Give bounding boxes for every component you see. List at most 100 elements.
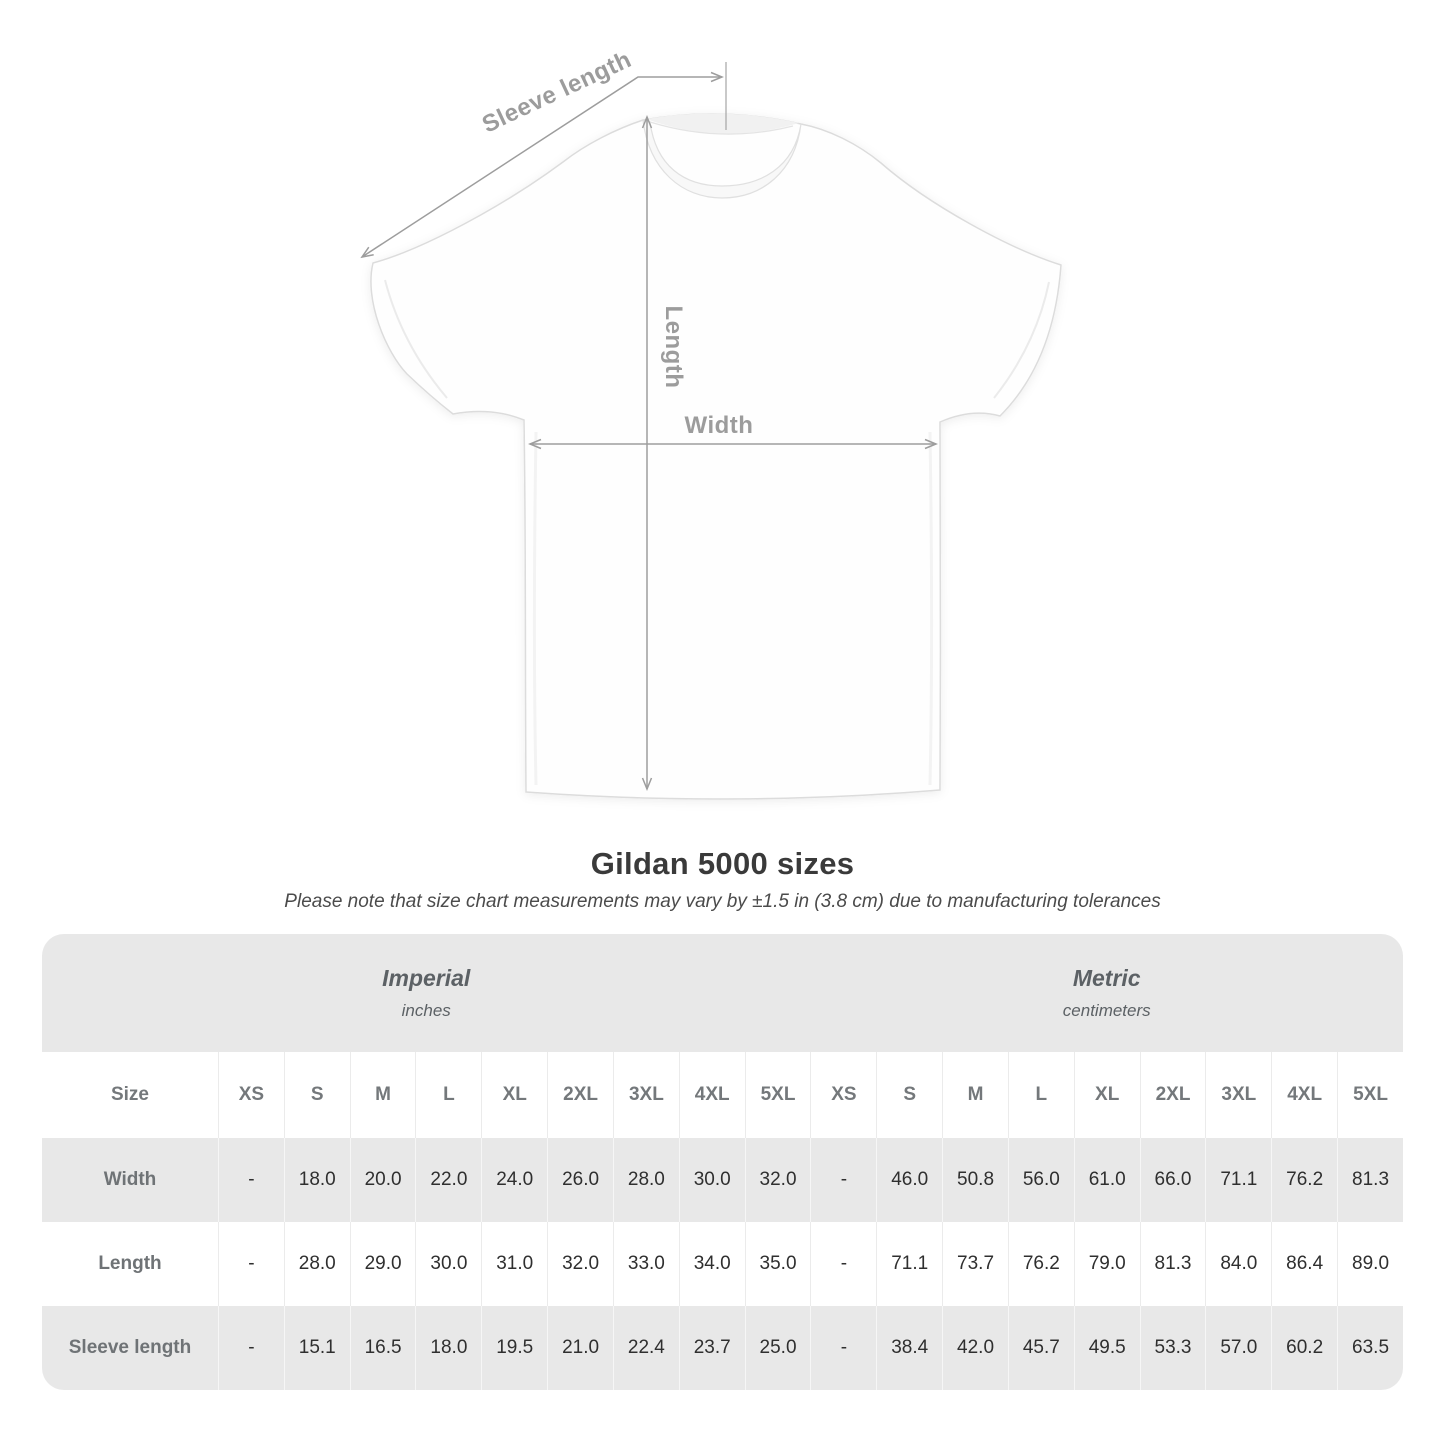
- table-cell: 84.0: [1205, 1222, 1272, 1306]
- size-header-row: Size XS S M L XL 2XL 3XL 4XL 5XL XS S M …: [42, 1052, 1403, 1138]
- column-header: S: [876, 1052, 943, 1138]
- sleeve-length-label: Sleeve length: [478, 46, 636, 139]
- sleeve-length-arrow: [361, 76, 722, 258]
- tshirt-body: [370, 113, 1062, 800]
- table-cell: 22.4: [612, 1306, 679, 1390]
- table-cell: -: [810, 1222, 877, 1306]
- row-label: Length: [42, 1222, 218, 1306]
- table-cell: 28.0: [612, 1138, 679, 1222]
- table-cell: 45.7: [1007, 1306, 1074, 1390]
- size-chart-table: Imperial inches Metric centimeters Size …: [42, 934, 1403, 1390]
- column-header: XS: [218, 1052, 284, 1138]
- row-label: Width: [42, 1138, 218, 1222]
- table-cell: 32.0: [547, 1222, 613, 1306]
- metric-group-header: Metric centimeters: [810, 934, 1403, 1052]
- tolerance-note: Please note that size chart measurements…: [284, 891, 1161, 912]
- left-sleeve-seam: [384, 279, 448, 399]
- table-cell: -: [218, 1306, 284, 1390]
- table-cell: -: [810, 1138, 877, 1222]
- table-cell: 15.1: [283, 1306, 350, 1390]
- table-cell: 21.0: [547, 1306, 613, 1390]
- table-cell: 50.8: [942, 1138, 1008, 1222]
- column-header: 2XL: [547, 1052, 613, 1138]
- imperial-label: Imperial: [382, 965, 471, 991]
- tshirt-graphic: [370, 113, 1062, 800]
- column-header: 4XL: [1271, 1052, 1338, 1138]
- collar-back: [646, 113, 799, 134]
- collar-back-seam: [649, 121, 794, 135]
- table-cell: 53.3: [1139, 1306, 1206, 1390]
- table-cell: 16.5: [349, 1306, 416, 1390]
- tshirt-diagram-svg: Sleeve length Length Width: [360, 46, 1062, 800]
- arrowhead-icon: [641, 777, 653, 791]
- table-cell: 24.0: [481, 1138, 548, 1222]
- table-cell: 28.0: [283, 1222, 350, 1306]
- table-cell: 25.0: [744, 1306, 811, 1390]
- table-row-width: Width - 18.0 20.0 22.0 24.0 26.0 28.0 30…: [42, 1138, 1403, 1222]
- width-label: Width: [685, 412, 754, 439]
- table-cell: 86.4: [1271, 1222, 1338, 1306]
- table-cell: 76.2: [1271, 1138, 1338, 1222]
- table-cell: 30.0: [415, 1222, 482, 1306]
- table-cell: 61.0: [1073, 1138, 1140, 1222]
- column-header: 4XL: [678, 1052, 745, 1138]
- table-cell: 38.4: [876, 1306, 943, 1390]
- unit-group-header-row: Imperial inches Metric centimeters: [42, 934, 1403, 1052]
- arrowhead-icon: [924, 438, 938, 450]
- table-cell: 33.0: [612, 1222, 679, 1306]
- table-cell: 30.0: [678, 1138, 745, 1222]
- table-cell: 89.0: [1337, 1222, 1403, 1306]
- arrowhead-icon: [710, 71, 724, 83]
- arrowhead-icon: [528, 438, 542, 450]
- column-header: 5XL: [1337, 1052, 1403, 1138]
- column-header: XL: [1073, 1052, 1140, 1138]
- table-row-sleeve-length: Sleeve length - 15.1 16.5 18.0 19.5 21.0…: [42, 1306, 1403, 1390]
- metric-label: Metric: [1072, 965, 1141, 991]
- page-title: Gildan 5000 sizes: [590, 846, 855, 881]
- table-cell: -: [810, 1306, 877, 1390]
- table-cell: -: [218, 1222, 284, 1306]
- table-cell: 56.0: [1007, 1138, 1074, 1222]
- table-cell: 49.5: [1073, 1306, 1140, 1390]
- table-cell: 63.5: [1337, 1306, 1403, 1390]
- table-cell: 60.2: [1271, 1306, 1338, 1390]
- column-header: M: [942, 1052, 1008, 1138]
- column-header: XS: [810, 1052, 877, 1138]
- column-header: 3XL: [1205, 1052, 1272, 1138]
- right-fold: [928, 431, 933, 786]
- table-cell: 18.0: [415, 1306, 482, 1390]
- table-cell: 19.5: [481, 1306, 548, 1390]
- column-header: M: [349, 1052, 416, 1138]
- imperial-unit: inches: [401, 1001, 451, 1020]
- table-cell: 71.1: [1205, 1138, 1272, 1222]
- table-cell: 46.0: [876, 1138, 943, 1222]
- column-header: 2XL: [1139, 1052, 1206, 1138]
- table-cell: 31.0: [481, 1222, 548, 1306]
- table-cell: 20.0: [349, 1138, 416, 1222]
- table-cell: 57.0: [1205, 1306, 1272, 1390]
- tshirt-measurement-diagram: Sleeve length Length Width: [360, 46, 1062, 800]
- table-cell: 18.0: [283, 1138, 350, 1222]
- column-header: 3XL: [612, 1052, 679, 1138]
- length-label: Length: [660, 306, 687, 389]
- table-cell: 81.3: [1139, 1222, 1206, 1306]
- imperial-group-header: Imperial inches: [42, 934, 811, 1052]
- table-cell: 42.0: [942, 1306, 1008, 1390]
- metric-unit: centimeters: [1062, 1001, 1151, 1020]
- table-cell: 29.0: [349, 1222, 416, 1306]
- collar-band: [642, 119, 802, 199]
- table-cell: 76.2: [1007, 1222, 1074, 1306]
- row-label: Sleeve length: [42, 1306, 218, 1390]
- column-header: L: [1007, 1052, 1074, 1138]
- table-cell: 34.0: [678, 1222, 745, 1306]
- table-cell: 71.1: [876, 1222, 943, 1306]
- table-cell: 22.0: [415, 1138, 482, 1222]
- table-cell: 26.0: [547, 1138, 613, 1222]
- table-cell: 32.0: [744, 1138, 811, 1222]
- right-sleeve-seam: [993, 281, 1050, 399]
- left-fold: [533, 431, 538, 786]
- table-cell: 81.3: [1337, 1138, 1403, 1222]
- table-cell: -: [218, 1138, 284, 1222]
- table-row-length: Length - 28.0 29.0 30.0 31.0 32.0 33.0 3…: [42, 1222, 1403, 1306]
- column-header: L: [415, 1052, 482, 1138]
